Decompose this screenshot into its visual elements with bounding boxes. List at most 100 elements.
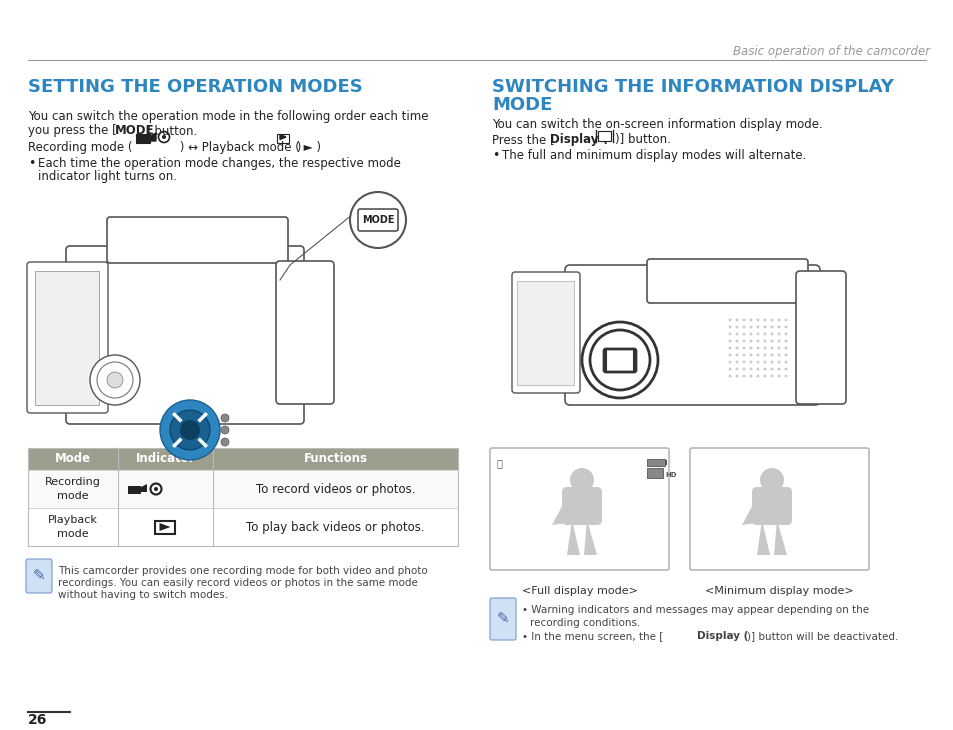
- Text: MODE: MODE: [361, 215, 394, 225]
- Polygon shape: [280, 134, 286, 139]
- FancyBboxPatch shape: [275, 261, 334, 404]
- Text: recording conditions.: recording conditions.: [530, 618, 639, 628]
- Circle shape: [756, 361, 759, 364]
- Text: Functions: Functions: [303, 453, 367, 466]
- Bar: [28, 448, 457, 546]
- FancyBboxPatch shape: [646, 259, 807, 303]
- Circle shape: [756, 353, 759, 356]
- Polygon shape: [552, 497, 566, 525]
- Text: recordings. You can easily record videos or photos in the same mode: recordings. You can easily record videos…: [58, 578, 417, 588]
- Circle shape: [741, 318, 744, 321]
- Polygon shape: [150, 133, 156, 141]
- Circle shape: [783, 326, 786, 328]
- Circle shape: [783, 347, 786, 350]
- Polygon shape: [141, 484, 147, 492]
- Text: Display (: Display (: [697, 631, 747, 641]
- Circle shape: [221, 414, 229, 422]
- Circle shape: [735, 339, 738, 342]
- Circle shape: [770, 374, 773, 377]
- Circle shape: [770, 339, 773, 342]
- Circle shape: [783, 339, 786, 342]
- Text: Recording mode (: Recording mode (: [28, 141, 136, 154]
- Circle shape: [783, 361, 786, 364]
- FancyBboxPatch shape: [27, 262, 108, 413]
- Text: )] button.: )] button.: [615, 133, 670, 146]
- Circle shape: [770, 326, 773, 328]
- Circle shape: [749, 318, 752, 321]
- Polygon shape: [757, 520, 769, 555]
- Circle shape: [777, 347, 780, 350]
- Text: you press the [: you press the [: [28, 124, 116, 137]
- Circle shape: [762, 318, 765, 321]
- Bar: [35, 271, 99, 405]
- Text: <Full display mode>: <Full display mode>: [521, 586, 637, 596]
- Text: To record videos or photos.: To record videos or photos.: [255, 483, 415, 496]
- Text: • In the menu screen, the [: • In the menu screen, the [: [521, 631, 662, 641]
- Circle shape: [770, 361, 773, 364]
- Circle shape: [749, 326, 752, 328]
- Circle shape: [783, 318, 786, 321]
- Circle shape: [728, 367, 731, 371]
- Bar: [646, 468, 662, 478]
- Text: •: •: [28, 157, 35, 170]
- Circle shape: [783, 353, 786, 356]
- Text: •: •: [492, 149, 498, 162]
- Circle shape: [756, 318, 759, 321]
- Polygon shape: [159, 523, 171, 531]
- Text: This camcorder provides one recording mode for both video and photo: This camcorder provides one recording mo…: [58, 566, 427, 576]
- Circle shape: [741, 367, 744, 371]
- Text: HD: HD: [664, 472, 676, 478]
- Circle shape: [770, 347, 773, 350]
- Circle shape: [760, 468, 783, 492]
- Circle shape: [749, 332, 752, 336]
- Text: indicator light turns on.: indicator light turns on.: [38, 170, 177, 183]
- Text: ✎: ✎: [497, 612, 509, 626]
- Circle shape: [728, 339, 731, 342]
- Text: Recording
mode: Recording mode: [45, 477, 101, 501]
- Polygon shape: [583, 520, 597, 555]
- Circle shape: [762, 353, 765, 356]
- FancyBboxPatch shape: [490, 448, 668, 570]
- Circle shape: [741, 361, 744, 364]
- Circle shape: [770, 367, 773, 371]
- Circle shape: [741, 332, 744, 336]
- Text: SWITCHING THE INFORMATION DISPLAY: SWITCHING THE INFORMATION DISPLAY: [492, 78, 893, 96]
- Circle shape: [741, 353, 744, 356]
- Circle shape: [728, 332, 731, 336]
- Text: Basic operation of the camcorder: Basic operation of the camcorder: [732, 45, 929, 58]
- Text: ] button.: ] button.: [146, 124, 197, 137]
- Circle shape: [728, 318, 731, 321]
- Circle shape: [762, 339, 765, 342]
- Circle shape: [777, 353, 780, 356]
- Circle shape: [756, 326, 759, 328]
- Circle shape: [90, 355, 140, 405]
- FancyBboxPatch shape: [689, 448, 868, 570]
- Text: Mode: Mode: [55, 453, 91, 466]
- Circle shape: [756, 374, 759, 377]
- Text: Each time the operation mode changes, the respective mode: Each time the operation mode changes, th…: [38, 157, 400, 170]
- Circle shape: [741, 339, 744, 342]
- Circle shape: [221, 426, 229, 434]
- FancyBboxPatch shape: [490, 598, 516, 640]
- Circle shape: [728, 353, 731, 356]
- Circle shape: [735, 347, 738, 350]
- Circle shape: [762, 326, 765, 328]
- Circle shape: [749, 367, 752, 371]
- Text: You can switch the operation mode in the following order each time: You can switch the operation mode in the…: [28, 110, 428, 123]
- Circle shape: [777, 332, 780, 336]
- Text: You can switch the on-screen information display mode.: You can switch the on-screen information…: [492, 118, 821, 131]
- Text: ) ↔ Playback mode ( ► ): ) ↔ Playback mode ( ► ): [175, 141, 320, 154]
- Text: ⎙: ⎙: [497, 458, 502, 468]
- Circle shape: [762, 367, 765, 371]
- Circle shape: [756, 367, 759, 371]
- Circle shape: [749, 353, 752, 356]
- Circle shape: [581, 322, 658, 398]
- Bar: [28, 470, 457, 508]
- Polygon shape: [741, 497, 757, 525]
- FancyBboxPatch shape: [564, 265, 820, 405]
- Circle shape: [777, 326, 780, 328]
- Bar: [598, 131, 610, 141]
- FancyBboxPatch shape: [561, 487, 601, 525]
- Bar: [28, 508, 457, 546]
- Circle shape: [741, 374, 744, 377]
